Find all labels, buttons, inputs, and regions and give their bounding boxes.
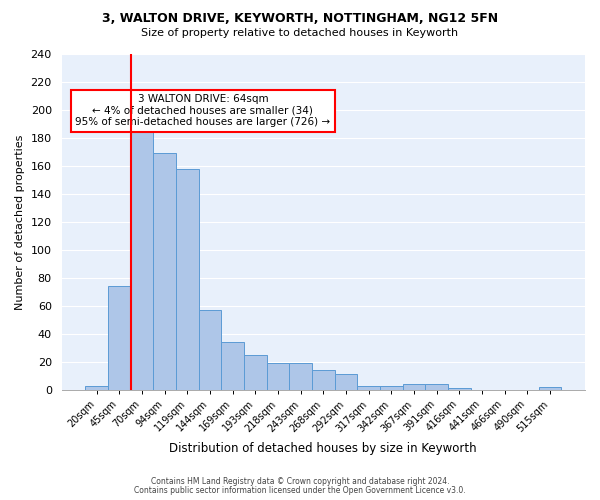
Text: Contains HM Land Registry data © Crown copyright and database right 2024.: Contains HM Land Registry data © Crown c… bbox=[151, 477, 449, 486]
Bar bbox=[244, 355, 266, 390]
Bar bbox=[448, 388, 470, 390]
Bar bbox=[357, 386, 380, 390]
Text: 3 WALTON DRIVE: 64sqm
← 4% of detached houses are smaller (34)
95% of semi-detac: 3 WALTON DRIVE: 64sqm ← 4% of detached h… bbox=[76, 94, 331, 128]
Bar bbox=[312, 370, 335, 390]
Y-axis label: Number of detached properties: Number of detached properties bbox=[15, 134, 25, 310]
Bar bbox=[539, 387, 561, 390]
Bar bbox=[85, 386, 108, 390]
Bar bbox=[289, 363, 312, 390]
Bar bbox=[131, 114, 154, 390]
Bar bbox=[403, 384, 425, 390]
Bar bbox=[266, 363, 289, 390]
X-axis label: Distribution of detached houses by size in Keyworth: Distribution of detached houses by size … bbox=[169, 442, 477, 455]
Bar bbox=[380, 386, 403, 390]
Bar bbox=[425, 384, 448, 390]
Text: 3, WALTON DRIVE, KEYWORTH, NOTTINGHAM, NG12 5FN: 3, WALTON DRIVE, KEYWORTH, NOTTINGHAM, N… bbox=[102, 12, 498, 26]
Bar bbox=[335, 374, 357, 390]
Text: Contains public sector information licensed under the Open Government Licence v3: Contains public sector information licen… bbox=[134, 486, 466, 495]
Bar bbox=[199, 310, 221, 390]
Text: Size of property relative to detached houses in Keyworth: Size of property relative to detached ho… bbox=[142, 28, 458, 38]
Bar bbox=[154, 154, 176, 390]
Bar bbox=[108, 286, 131, 390]
Bar bbox=[221, 342, 244, 390]
Bar bbox=[176, 168, 199, 390]
